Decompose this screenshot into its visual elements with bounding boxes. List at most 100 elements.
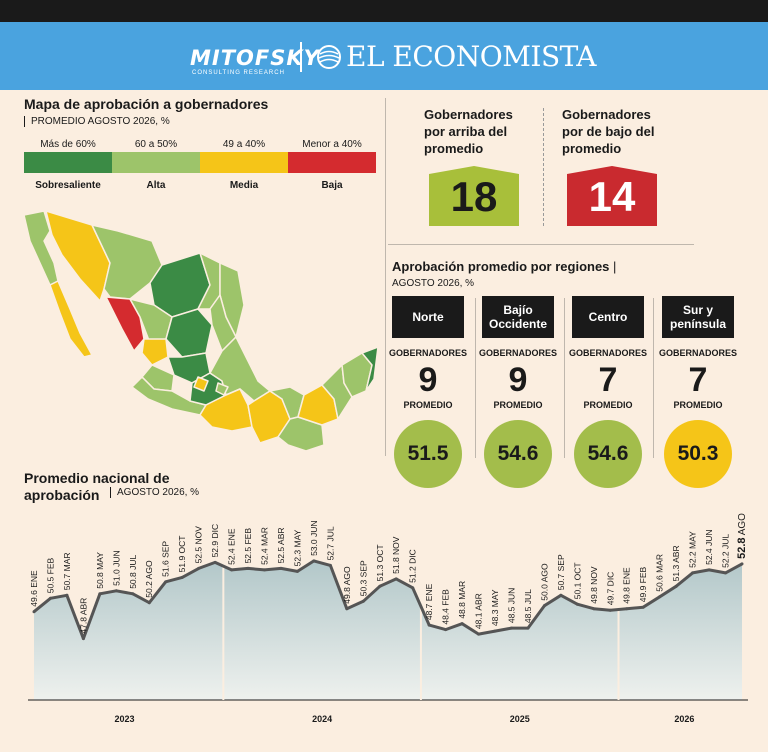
legend-range-3: 49 a 40% <box>222 139 266 150</box>
region-average-value: 51.5 <box>394 420 462 488</box>
legend-range-4: Menor a 40% <box>302 139 362 150</box>
chart-data-label: 51.9 OCT <box>177 536 187 573</box>
chart-point <box>263 568 267 572</box>
top-bar <box>0 0 768 22</box>
chart-data-label: 50.1 OCT <box>572 562 582 599</box>
year-label: 2024 <box>312 714 332 724</box>
year-label: 2026 <box>674 714 694 724</box>
chart-data-label: 48.4 FEB <box>441 589 451 625</box>
chart-data-label: 49.8 ENE <box>622 567 632 604</box>
chart-point <box>312 559 316 563</box>
chart-data-label: 52.8 AGO <box>736 513 748 559</box>
map-state <box>361 346 379 392</box>
region-name: Centro <box>572 296 644 338</box>
governors-above-count: 18 <box>450 173 498 220</box>
mitofsky-logo: MITOFSKY CONSULTING RESEARCH <box>188 38 319 78</box>
chart-point <box>98 592 102 596</box>
legend-label-4: Baja <box>321 180 343 191</box>
region-governors-count: 7 <box>598 361 618 399</box>
chart-data-label: 50.8 JUL <box>128 554 138 588</box>
chart-data-label: 48.8 MAR <box>457 581 467 619</box>
region-average-value: 54.6 <box>574 420 642 488</box>
region-governors-label: GOBERNADORES <box>478 348 557 358</box>
chart-point <box>592 607 596 611</box>
chart-point <box>279 566 283 570</box>
el-economista-globe-icon <box>317 45 341 69</box>
legend-swatch-media <box>200 152 288 173</box>
region-average-label: PROMEDIO <box>493 400 543 410</box>
chart-point <box>65 593 69 597</box>
chart-data-label: 52.2 JUL <box>721 534 731 568</box>
chart-point <box>345 607 349 611</box>
chart-data-label: 53.0 JUN <box>309 520 319 555</box>
chart-series-line <box>33 559 743 641</box>
region-governors-count: 9 <box>418 361 438 399</box>
mexico-map <box>23 210 379 452</box>
region-average-label: PROMEDIO <box>403 400 453 410</box>
legend-swatch-sobresaliente <box>24 152 112 173</box>
chart-point <box>361 599 365 603</box>
region-norte: Norte GOBERNADORES 9 PROMEDIO 51.5 <box>384 296 472 492</box>
chart-point <box>444 628 448 632</box>
chart-point <box>460 622 464 626</box>
legend-label-1: Sobresaliente <box>35 180 101 191</box>
year-label: 2025 <box>510 714 530 724</box>
regions-subtitle: AGOSTO 2026, % <box>392 278 475 289</box>
region-governors-count: 9 <box>508 361 528 399</box>
chart-point <box>295 569 299 573</box>
chart-data-label: 52.7 JUL <box>325 526 335 560</box>
chart-point <box>625 607 629 611</box>
chart-point <box>724 571 728 575</box>
mitofsky-name: MITOFSKY <box>190 46 320 70</box>
chart-data-label: 50.6 MAR <box>655 554 665 592</box>
national-approval-chart: 49.6 ENE 50.5 FEB 50.7 MAR 47.8 ABR 50.8 MAY… <box>28 513 748 724</box>
chart-point <box>493 629 497 633</box>
chart-point <box>477 632 481 636</box>
legend-swatch-baja <box>288 152 376 173</box>
chart-data-label: 51.6 SEP <box>161 541 171 577</box>
region-centro: Centro GOBERNADORES 7 PROMEDIO 54.6 <box>564 296 652 492</box>
region-average-label: PROMEDIO <box>583 400 633 410</box>
legend-label-3: Media <box>229 180 259 191</box>
chart-point <box>740 562 744 566</box>
region-governors-label: GOBERNADORES <box>568 348 647 358</box>
chart-point <box>147 601 151 605</box>
chart-data-label: 51.8 NOV <box>391 536 401 574</box>
chart-area-fill <box>34 560 742 700</box>
map-state <box>141 338 169 366</box>
governors-below-count: 14 <box>588 173 636 220</box>
region-governors-label: GOBERNADORES <box>658 348 737 358</box>
national-subtitle: AGOSTO 2026, % <box>110 487 199 498</box>
chart-point <box>230 568 234 572</box>
legend-swatch-alta <box>112 152 200 173</box>
chart-point <box>164 580 168 584</box>
chart-data-label: 51.3 ABR <box>671 545 681 581</box>
chart-data-label: 52.4 MAR <box>260 527 270 565</box>
map-state <box>165 308 213 358</box>
chart-point <box>608 608 612 612</box>
chart-point <box>197 566 201 570</box>
chart-point <box>32 610 36 614</box>
chart-point <box>246 566 250 570</box>
chart-data-label: 52.5 ABR <box>276 527 286 563</box>
divider-vertical <box>385 98 386 456</box>
chart-point <box>575 602 579 606</box>
mitofsky-tagline: CONSULTING RESEARCH <box>192 70 285 76</box>
governors-below-box <box>567 166 657 226</box>
chart-data-label: 51.2 DIC <box>408 549 418 583</box>
chart-data-label: 48.7 ENE <box>424 583 434 620</box>
chart-data-label: 48.3 MAY <box>490 589 500 626</box>
map-state <box>215 382 229 396</box>
region-divider <box>564 298 565 458</box>
chart-data-label: 50.3 SEP <box>358 560 368 596</box>
map-subtitle: PROMEDIO AGOSTO 2026, % <box>24 116 170 127</box>
el-economista-name: EL ECONOMISTA <box>346 40 596 73</box>
chart-point <box>48 596 52 600</box>
chart-data-label: 49.8 NOV <box>589 566 599 604</box>
chart-data-label: 48.5 JUL <box>523 589 533 623</box>
chart-data-label: 49.8 AGO <box>342 566 352 604</box>
chart-point <box>674 584 678 588</box>
chart-data-label: 49.7 DIC <box>605 572 615 606</box>
chart-data-label: 48.5 JUN <box>506 588 516 623</box>
chart-point <box>180 575 184 579</box>
